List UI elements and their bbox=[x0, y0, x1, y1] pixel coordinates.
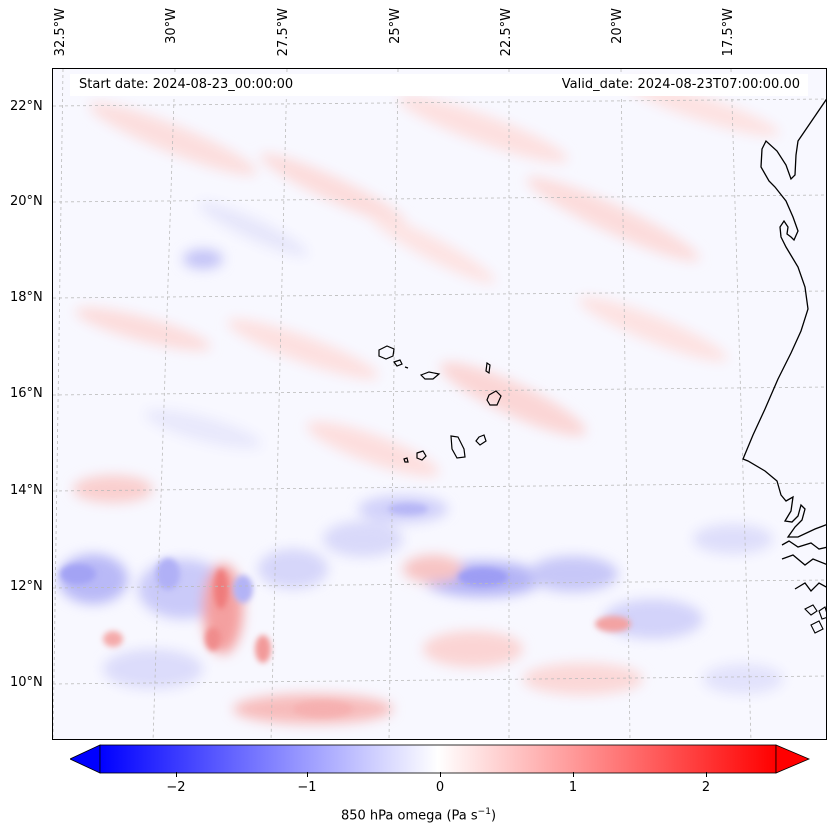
colorbar-tick-mark-1 bbox=[573, 772, 574, 777]
colorbar-label-end: ) bbox=[490, 808, 497, 824]
island-santa-luzia bbox=[404, 366, 409, 369]
omega-shading-detail bbox=[60, 503, 631, 717]
lon-label-22.5w: 22.5°W bbox=[499, 8, 514, 57]
island-maio bbox=[475, 434, 487, 446]
colorbar-tick-neg1: −1 bbox=[297, 780, 317, 795]
lat-label-12n: 12°N bbox=[10, 579, 43, 594]
guinea-bissau-coast bbox=[794, 582, 826, 592]
colorbar-tick-mark-0 bbox=[440, 772, 441, 777]
omega-field-svg bbox=[53, 69, 826, 739]
colorbar-tick-neg2: −2 bbox=[166, 780, 186, 795]
start-date-label: Start date: 2024-08-23_00:00:00 bbox=[79, 77, 294, 92]
lon-label-30w: 30°W bbox=[164, 8, 179, 44]
island-sao-vicente bbox=[393, 359, 403, 367]
colorbar bbox=[69, 744, 811, 774]
omega-shading-smooth bbox=[58, 81, 783, 724]
island-brava bbox=[403, 457, 409, 463]
colorbar-tick-0: 0 bbox=[435, 780, 445, 795]
island-santiago bbox=[450, 435, 466, 459]
colorbar-gradient bbox=[99, 744, 777, 774]
omega-map bbox=[52, 68, 827, 740]
lat-label-18n: 18°N bbox=[10, 290, 43, 305]
island-fogo bbox=[416, 450, 427, 461]
lon-label-27.5w: 27.5°W bbox=[276, 8, 291, 57]
lon-label-25w: 25°W bbox=[388, 8, 403, 44]
colorbar-svg bbox=[69, 744, 811, 774]
lon-label-20w: 20°W bbox=[610, 8, 625, 44]
valid-date-label: Valid_date: 2024-08-23T07:00:00.00 bbox=[561, 77, 800, 92]
island-santo-antao bbox=[378, 345, 395, 360]
island-sao-nicolau bbox=[419, 371, 441, 380]
island-boa-vista bbox=[486, 390, 502, 406]
colorbar-tick-mark-2 bbox=[706, 772, 707, 777]
colorbar-label: 850 hPa omega (Pa s−1) bbox=[0, 807, 837, 823]
gambia-coast bbox=[781, 540, 826, 550]
lon-label-17.5w: 17.5°W bbox=[721, 8, 736, 57]
colorbar-tick-mark-neg1 bbox=[307, 772, 308, 777]
african-coastline bbox=[742, 98, 826, 538]
lat-label-10n: 10°N bbox=[10, 675, 43, 690]
colorbar-extend-min bbox=[69, 744, 101, 774]
lat-label-16n: 16°N bbox=[10, 386, 43, 401]
lat-label-22n: 22°N bbox=[10, 99, 43, 114]
colorbar-tick-2: 2 bbox=[701, 780, 711, 795]
colorbar-extend-max bbox=[775, 744, 811, 774]
annotation-background bbox=[70, 74, 808, 96]
bijagos-island-3 bbox=[818, 606, 826, 620]
bijagos-island-2 bbox=[810, 620, 824, 634]
lat-label-14n: 14°N bbox=[10, 483, 43, 498]
cape-verde-islands bbox=[378, 345, 502, 463]
bijagos-island-1 bbox=[804, 604, 818, 616]
lon-label-32.5w: 32.5°W bbox=[53, 8, 68, 57]
lat-label-20n: 20°N bbox=[10, 194, 43, 209]
graticule bbox=[53, 69, 826, 739]
colorbar-label-exponent: −1 bbox=[477, 807, 491, 817]
colorbar-tick-mark-neg2 bbox=[176, 772, 177, 777]
island-sal bbox=[485, 361, 491, 375]
casamance-coast bbox=[781, 554, 826, 566]
colorbar-label-main: 850 hPa omega (Pa s bbox=[340, 808, 478, 824]
colorbar-tick-1: 1 bbox=[568, 780, 578, 795]
